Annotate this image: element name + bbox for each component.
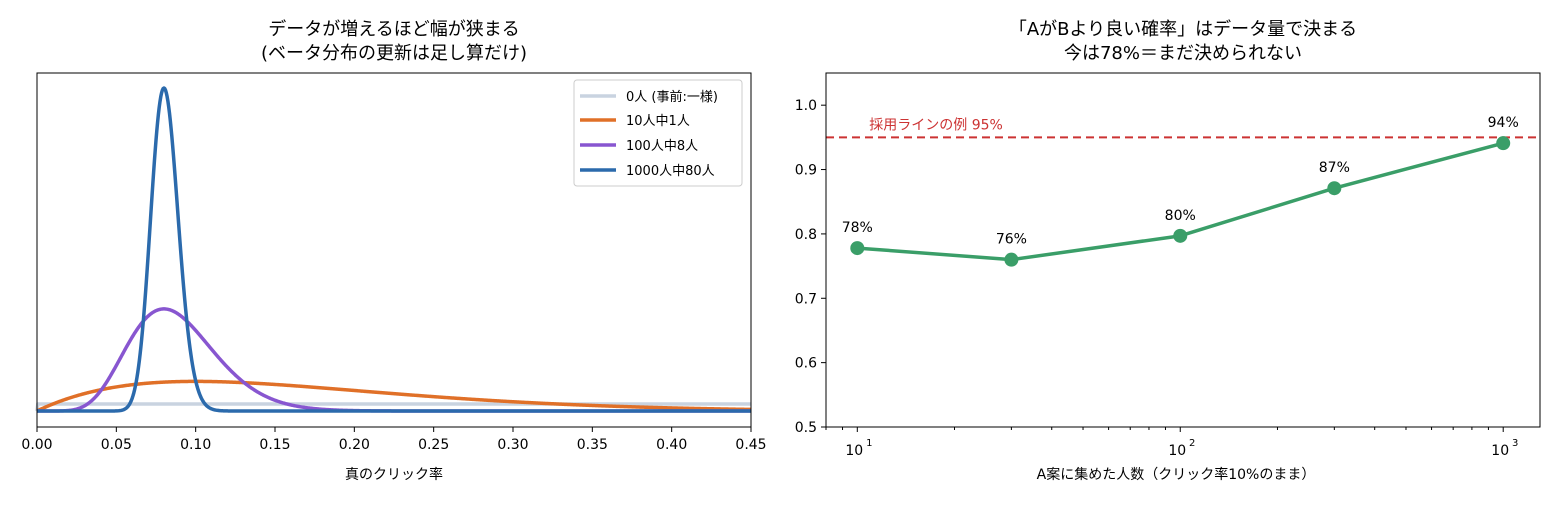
data-label-4: 94% [1488,115,1519,131]
legend-label-3: 1000人中80人 [626,164,715,179]
right-title-line2: 今は78%＝まだ決められない [1064,43,1302,64]
legend-label-2: 100人中8人 [626,139,698,154]
left-x-tick-label: 0.10 [180,437,211,453]
left-legend: 0人 (事前:一様) 10人中1人 100人中8人 1000人中80人 [573,79,743,187]
data-label-2: 80% [1165,208,1196,224]
data-point-3 [1327,181,1342,196]
left-x-tick-label: 0.15 [259,437,290,453]
right-title-line1: 「AがBより良い確率」はデータ量で決まる [1009,19,1357,40]
left-x-tick-label: 0.35 [577,437,608,453]
right-plot-area: 採用ラインの例 95% 78% 76% 80% 87% 94% [826,115,1540,267]
left-x-tick-label: 0.20 [339,437,370,453]
right-y-tick-label: 0.7 [795,291,817,307]
left-curves [35,86,752,413]
left-x-axis-label: 真のクリック率 [345,466,443,483]
right-x-tick-label: 10 [1168,443,1186,459]
chart-right: 「AがBより良い確率」はデータ量で決まる 今は78%＝まだ決められない 採用ライ… [795,19,1541,483]
density-curve-1 [36,379,752,413]
right-x-tick-label: 10 [1491,443,1509,459]
left-x-tick-label: 0.00 [21,437,52,453]
data-point-0 [850,241,865,256]
right-y-tick-label: 0.8 [795,227,817,243]
right-x-tick-label: 10 [845,443,863,459]
reference-line-label: 採用ラインの例 95% [869,117,1003,133]
right-y-axis: 0.5 0.6 0.7 0.8 0.9 1.0 [795,98,826,436]
right-y-tick-label: 1.0 [795,98,817,114]
data-point-1 [1004,252,1019,267]
left-x-axis: 0.00 0.05 0.10 0.15 0.20 0.25 0.30 0.35 0.40 0.45 [21,427,767,453]
data-label-3: 87% [1319,160,1350,176]
right-y-tick-label: 0.5 [795,420,817,436]
data-point-2 [1173,228,1188,243]
chart-left: データが増えるほど幅が狭まる (ベータ分布の更新は足し算だけ) 0.00 0.05… [21,19,766,483]
legend-label-1: 10人中1人 [626,114,690,129]
left-x-tick-label: 0.05 [101,437,132,453]
right-plot-frame [825,72,1541,428]
data-label-0: 78% [842,220,873,236]
data-point-4 [1496,136,1511,151]
left-title-line1: データが増えるほど幅が狭まる [268,19,519,40]
right-y-tick-label: 0.6 [795,356,817,372]
left-x-tick-label: 0.25 [418,437,449,453]
left-plot-frame [36,72,752,428]
density-curve-0 [35,402,752,412]
left-x-tick-label: 0.45 [735,437,766,453]
legend-label-0: 0人 (事前:一様) [626,89,718,105]
left-x-tick-label: 0.40 [656,437,687,453]
right-x-axis-label: A案に集めた人数（クリック率10%のまま） [1037,466,1316,483]
right-x-tick-exponent: 2 [1189,438,1195,449]
right-y-tick-label: 0.9 [795,163,817,179]
left-title-line2: (ベータ分布の更新は足し算だけ) [261,43,527,64]
legend-box [573,79,743,187]
density-curve-3 [36,86,752,413]
left-x-tick-label: 0.30 [497,437,528,453]
right-x-tick-exponent: 3 [1512,438,1518,449]
data-label-1: 76% [996,232,1027,248]
right-x-axis: 10 1 10 2 10 3 [825,427,1518,459]
right-x-tick-exponent: 1 [866,438,872,449]
